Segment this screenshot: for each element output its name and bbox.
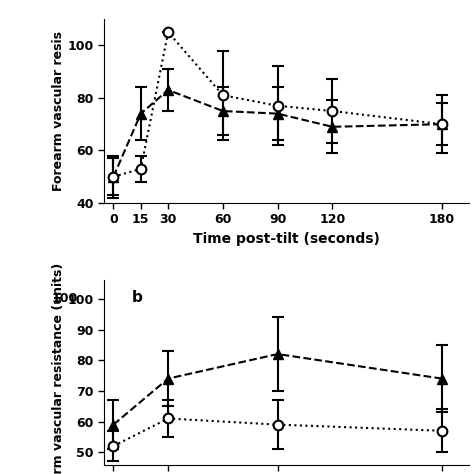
Y-axis label: arm vascular resistance (units): arm vascular resistance (units) [52, 263, 65, 474]
Text: b: b [132, 290, 143, 305]
Text: 100: 100 [52, 292, 78, 305]
X-axis label: Time post-tilt (seconds): Time post-tilt (seconds) [193, 232, 380, 246]
Y-axis label: Forearm vascular resis: Forearm vascular resis [52, 31, 65, 191]
